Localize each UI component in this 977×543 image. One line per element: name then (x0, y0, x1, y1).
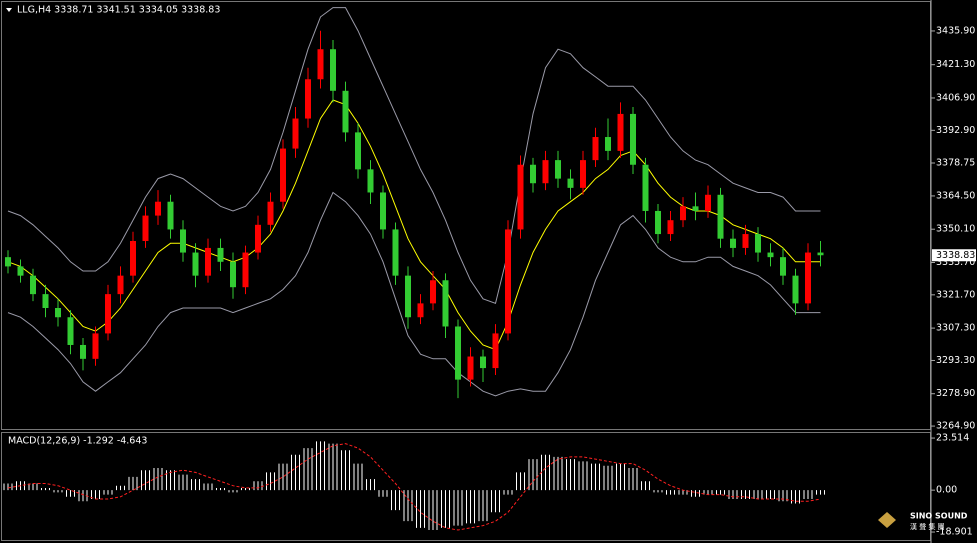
candle-body (605, 137, 611, 151)
candle-body (217, 247, 224, 262)
candle-body (692, 206, 699, 211)
candle-body (455, 326, 461, 380)
y-tick-label: 23.514 (936, 433, 969, 444)
y-tick-label: 3406.90 (936, 92, 975, 103)
y-tick-label: 3278.90 (936, 388, 975, 399)
candle-body (530, 164, 536, 184)
candle-body (267, 201, 274, 225)
candle-body (67, 317, 74, 345)
candle-body (180, 229, 186, 253)
candle-body (680, 206, 686, 221)
candle-body (542, 160, 549, 184)
candle-body (330, 49, 336, 91)
candle-body (580, 160, 586, 188)
candle-body (492, 333, 499, 369)
candle-body (305, 79, 311, 119)
y-tick-label: 3350.10 (936, 224, 975, 235)
candle-body (205, 247, 211, 276)
candle-body (55, 308, 61, 318)
candle-body (717, 194, 724, 239)
candle-body (5, 257, 11, 267)
candle-body (417, 303, 424, 318)
candle-body (817, 252, 824, 256)
candle-body (292, 118, 299, 149)
y-tick-label: -18.901 (936, 527, 973, 538)
candle-body (42, 294, 49, 309)
candle-body (167, 201, 174, 230)
candle-body (317, 49, 324, 80)
logo-subtitle: 漢 聲 集 團 (910, 522, 945, 531)
macd-title: MACD(12,26,9) -1.292 -4.643 (8, 436, 147, 447)
candle-body (380, 192, 386, 230)
logo-mark (878, 512, 896, 528)
y-tick-label: 3264.90 (936, 421, 975, 432)
y-tick-label: 3321.70 (936, 289, 975, 300)
candle-body (367, 169, 374, 193)
y-tick-label: 3421.30 (936, 59, 975, 70)
candle-body (480, 356, 486, 369)
price-tag: 3338.83 (936, 250, 975, 261)
candle-body (430, 280, 436, 304)
y-tick-label: 3293.30 (936, 355, 975, 366)
candle-body (667, 220, 674, 235)
candle-body (192, 252, 199, 276)
candle-body (117, 275, 124, 295)
candle-body (517, 164, 524, 230)
candle-body (592, 137, 599, 161)
candle-body (17, 266, 24, 276)
candle-body (142, 215, 149, 241)
chart-title: LLG,H4 3338.71 3341.51 3334.05 3338.83 (17, 5, 220, 16)
candle-body (705, 194, 711, 211)
candle-body (155, 201, 161, 216)
candle-body (505, 229, 511, 334)
candle-body (405, 275, 411, 318)
candle-body (730, 238, 736, 248)
y-tick-label: 0.00 (936, 485, 957, 496)
menu-arrow (6, 8, 12, 12)
candle-body (230, 261, 236, 288)
candle-body (742, 234, 749, 248)
y-tick-label: 3335.70 (936, 257, 975, 268)
candle-body (442, 280, 449, 327)
candle-body (80, 344, 86, 359)
candle-body (642, 164, 649, 211)
y-tick-label: 3378.75 (936, 158, 975, 169)
y-tick-label: 3392.90 (936, 125, 975, 136)
candle-body (280, 148, 286, 202)
y-tick-label: 3364.50 (936, 190, 975, 201)
signal-line (7, 443, 821, 531)
candle-body (755, 234, 761, 253)
y-tick-label: 3307.30 (936, 323, 975, 334)
candle-body (30, 275, 36, 295)
indicator-line (7, 191, 821, 397)
candle-body (805, 252, 811, 304)
candle-body (342, 90, 349, 133)
candle-body (767, 252, 774, 258)
candle-body (555, 160, 561, 179)
candle-body (392, 229, 399, 276)
indicator-line (7, 7, 821, 305)
candle-body (105, 294, 111, 334)
candle-body (242, 252, 249, 288)
candle-body (92, 333, 99, 359)
candle-body (467, 356, 474, 380)
logo: SINO SOUND 漢 聲 集 團 (878, 512, 968, 531)
logo-name: SINO SOUND (910, 512, 968, 521)
y-tick-label: 3435.90 (936, 25, 975, 36)
candle-body (655, 210, 661, 235)
candle-body (630, 113, 636, 165)
candle-body (567, 178, 574, 188)
candle-body (355, 132, 361, 170)
candle-body (792, 275, 799, 304)
candle-body (617, 113, 624, 151)
price-tag-bg (932, 249, 976, 262)
candle-body (255, 224, 261, 253)
candle-body (130, 240, 136, 276)
candle-body (780, 257, 786, 276)
